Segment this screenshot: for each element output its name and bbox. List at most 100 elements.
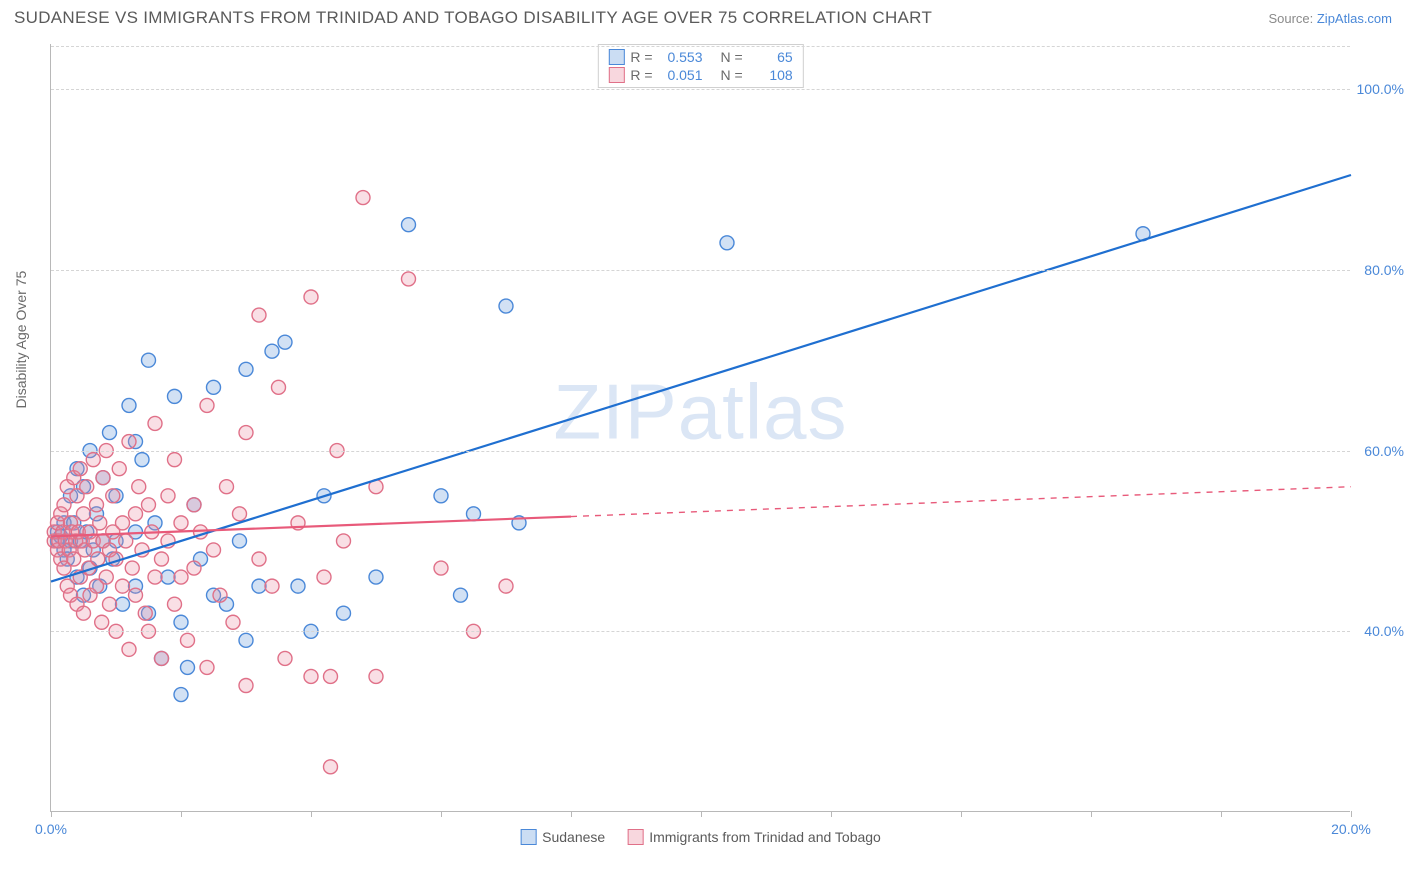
- data-point-trinidad: [434, 561, 448, 575]
- data-point-trinidad: [200, 398, 214, 412]
- data-point-trinidad: [129, 588, 143, 602]
- data-point-sudanese: [402, 218, 416, 232]
- n-label-2: N =: [721, 67, 743, 83]
- r-label-2: R =: [630, 67, 652, 83]
- title-bar: SUDANESE VS IMMIGRANTS FROM TRINIDAD AND…: [0, 0, 1406, 32]
- data-point-trinidad: [122, 642, 136, 656]
- data-point-trinidad: [155, 651, 169, 665]
- data-point-trinidad: [356, 191, 370, 205]
- data-point-sudanese: [369, 570, 383, 584]
- data-point-trinidad: [168, 597, 182, 611]
- swatch-trinidad-icon: [627, 829, 643, 845]
- data-point-sudanese: [103, 426, 117, 440]
- data-point-trinidad: [181, 633, 195, 647]
- data-point-trinidad: [168, 453, 182, 467]
- data-point-trinidad: [90, 498, 104, 512]
- data-point-trinidad: [86, 453, 100, 467]
- data-point-sudanese: [233, 534, 247, 548]
- data-point-trinidad: [93, 516, 107, 530]
- data-point-trinidad: [265, 579, 279, 593]
- data-point-sudanese: [499, 299, 513, 313]
- legend-item-sudanese: Sudanese: [520, 829, 605, 845]
- data-point-trinidad: [174, 516, 188, 530]
- xtick-mark: [571, 811, 572, 817]
- r-label: R =: [630, 49, 652, 65]
- legend-label-trinidad: Immigrants from Trinidad and Tobago: [649, 829, 881, 845]
- data-point-sudanese: [174, 688, 188, 702]
- data-point-sudanese: [454, 588, 468, 602]
- data-point-sudanese: [142, 353, 156, 367]
- data-point-trinidad: [80, 480, 94, 494]
- data-point-trinidad: [233, 507, 247, 521]
- data-point-trinidad: [304, 290, 318, 304]
- data-point-trinidad: [77, 606, 91, 620]
- data-point-trinidad: [99, 570, 113, 584]
- data-point-sudanese: [116, 597, 130, 611]
- data-point-trinidad: [499, 579, 513, 593]
- data-point-trinidad: [125, 561, 139, 575]
- ytick-label: 100.0%: [1354, 81, 1404, 97]
- data-point-trinidad: [112, 462, 126, 476]
- swatch-sudanese-icon: [608, 49, 624, 65]
- swatch-trinidad-icon: [608, 67, 624, 83]
- y-axis-label: Disability Age Over 75: [13, 270, 29, 408]
- chart-title: SUDANESE VS IMMIGRANTS FROM TRINIDAD AND…: [14, 8, 932, 28]
- data-point-sudanese: [168, 389, 182, 403]
- data-point-sudanese: [161, 570, 175, 584]
- data-point-trinidad: [213, 588, 227, 602]
- data-point-trinidad: [142, 498, 156, 512]
- data-point-trinidad: [207, 543, 221, 557]
- data-point-trinidad: [220, 480, 234, 494]
- data-point-trinidad: [174, 570, 188, 584]
- data-point-sudanese: [291, 579, 305, 593]
- data-point-sudanese: [122, 398, 136, 412]
- data-point-trinidad: [272, 380, 286, 394]
- data-point-trinidad: [324, 760, 338, 774]
- data-point-sudanese: [239, 362, 253, 376]
- data-point-trinidad: [317, 570, 331, 584]
- xtick-mark: [181, 811, 182, 817]
- n-label: N =: [721, 49, 743, 65]
- correlation-row-trinidad: R = 0.051 N = 108: [608, 66, 792, 84]
- xtick-mark: [51, 811, 52, 817]
- data-point-trinidad: [132, 480, 146, 494]
- data-point-trinidad: [73, 462, 87, 476]
- xtick-mark: [1091, 811, 1092, 817]
- n-value-trinidad: 108: [749, 67, 793, 83]
- gridline: [51, 451, 1350, 452]
- xtick-mark: [311, 811, 312, 817]
- scatter-plot-svg: [51, 44, 1350, 811]
- series-legend: Sudanese Immigrants from Trinidad and To…: [520, 829, 881, 845]
- data-point-sudanese: [135, 453, 149, 467]
- data-point-trinidad: [239, 426, 253, 440]
- data-point-sudanese: [174, 615, 188, 629]
- n-value-sudanese: 65: [749, 49, 793, 65]
- data-point-trinidad: [106, 489, 120, 503]
- xtick-label: 0.0%: [35, 821, 67, 837]
- data-point-trinidad: [226, 615, 240, 629]
- data-point-trinidad: [77, 507, 91, 521]
- gridline: [51, 89, 1350, 90]
- source-link[interactable]: ZipAtlas.com: [1317, 11, 1392, 26]
- swatch-sudanese-icon: [520, 829, 536, 845]
- xtick-mark: [831, 811, 832, 817]
- legend-label-sudanese: Sudanese: [542, 829, 605, 845]
- data-point-trinidad: [324, 669, 338, 683]
- r-value-sudanese: 0.553: [659, 49, 703, 65]
- data-point-sudanese: [337, 606, 351, 620]
- regression-line-sudanese: [51, 175, 1351, 582]
- data-point-trinidad: [96, 471, 110, 485]
- data-point-trinidad: [187, 498, 201, 512]
- data-point-trinidad: [116, 579, 130, 593]
- xtick-mark: [441, 811, 442, 817]
- data-point-sudanese: [207, 380, 221, 394]
- regression-line-extrapolated-trinidad: [571, 487, 1351, 517]
- xtick-mark: [961, 811, 962, 817]
- data-point-trinidad: [161, 489, 175, 503]
- data-point-sudanese: [434, 489, 448, 503]
- data-point-trinidad: [57, 498, 71, 512]
- data-point-trinidad: [129, 507, 143, 521]
- xtick-mark: [1221, 811, 1222, 817]
- source-prefix: Source:: [1268, 11, 1316, 26]
- data-point-trinidad: [103, 597, 117, 611]
